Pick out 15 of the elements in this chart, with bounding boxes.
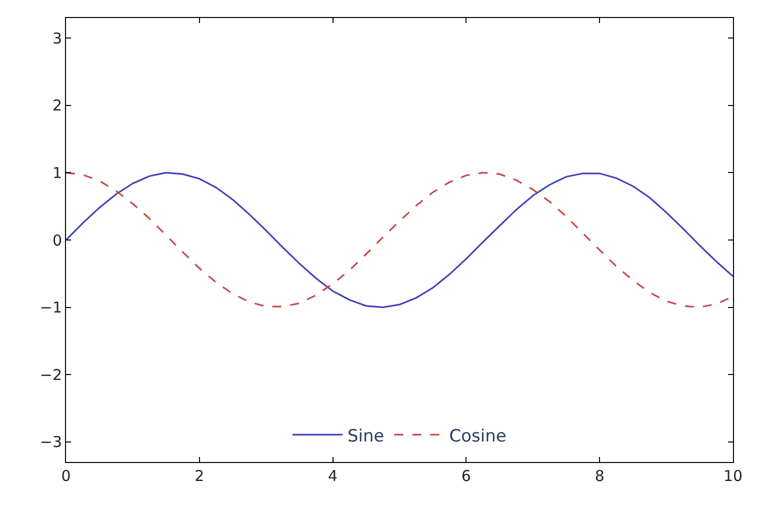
y-tick-label: 2: [52, 96, 62, 115]
line-series: [66, 172, 733, 308]
y-tick-label: −2: [40, 366, 62, 384]
x-tick-label: 4: [328, 467, 338, 485]
y-tick-label: −3: [40, 433, 62, 452]
y-tick-label: 0: [52, 231, 62, 250]
legend-label: Sine: [348, 426, 384, 446]
y-tick-label: 1: [52, 164, 62, 182]
y-tick-label: 3: [52, 29, 62, 48]
legend-label: Cosine: [449, 426, 506, 446]
x-tick-label: 10: [723, 467, 743, 485]
x-tick-label: 8: [594, 467, 604, 485]
y-tick-label: −1: [40, 298, 62, 317]
x-tick-label: 6: [461, 467, 471, 485]
x-tick-label: 2: [194, 467, 204, 485]
